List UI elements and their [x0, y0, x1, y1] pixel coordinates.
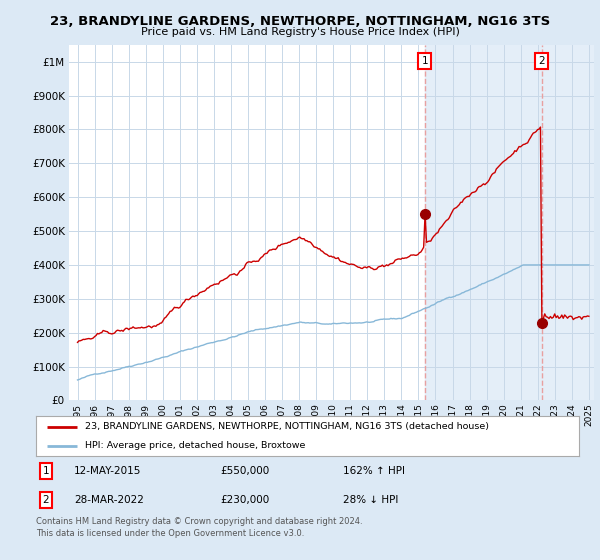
Text: 28% ↓ HPI: 28% ↓ HPI [343, 495, 398, 505]
Text: £230,000: £230,000 [221, 495, 270, 505]
Text: 12-MAY-2015: 12-MAY-2015 [74, 466, 142, 476]
Text: Contains HM Land Registry data © Crown copyright and database right 2024.: Contains HM Land Registry data © Crown c… [36, 517, 362, 526]
Text: HPI: Average price, detached house, Broxtowe: HPI: Average price, detached house, Brox… [85, 441, 305, 450]
Text: 1: 1 [43, 466, 49, 476]
Text: 2: 2 [43, 495, 49, 505]
Text: This data is licensed under the Open Government Licence v3.0.: This data is licensed under the Open Gov… [36, 529, 304, 538]
Text: £550,000: £550,000 [221, 466, 270, 476]
Text: 162% ↑ HPI: 162% ↑ HPI [343, 466, 405, 476]
Text: Price paid vs. HM Land Registry's House Price Index (HPI): Price paid vs. HM Land Registry's House … [140, 27, 460, 37]
Bar [425, 45, 600, 400]
Text: 23, BRANDYLINE GARDENS, NEWTHORPE, NOTTINGHAM, NG16 3TS: 23, BRANDYLINE GARDENS, NEWTHORPE, NOTTI… [50, 15, 550, 27]
Text: 28-MAR-2022: 28-MAR-2022 [74, 495, 144, 505]
Text: 23, BRANDYLINE GARDENS, NEWTHORPE, NOTTINGHAM, NG16 3TS (detached house): 23, BRANDYLINE GARDENS, NEWTHORPE, NOTTI… [85, 422, 489, 431]
Text: 2: 2 [539, 56, 545, 66]
Text: 1: 1 [421, 56, 428, 66]
